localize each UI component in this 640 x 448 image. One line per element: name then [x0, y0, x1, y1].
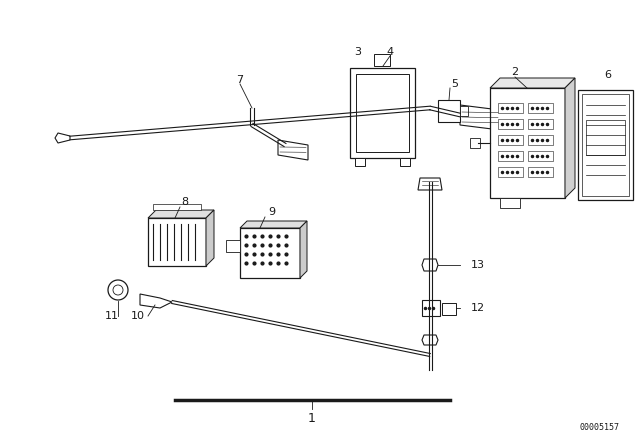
- Polygon shape: [418, 178, 442, 190]
- Bar: [528, 119, 553, 129]
- Text: 00005157: 00005157: [580, 423, 620, 432]
- Bar: [226, 240, 240, 252]
- Bar: [400, 158, 410, 166]
- Polygon shape: [300, 221, 307, 278]
- Bar: [586, 120, 625, 155]
- Bar: [153, 204, 201, 210]
- Bar: [500, 198, 520, 208]
- Bar: [498, 135, 523, 145]
- Text: 1: 1: [308, 412, 316, 425]
- Bar: [355, 158, 365, 166]
- Text: 12: 12: [471, 303, 485, 313]
- Bar: [578, 90, 633, 200]
- Bar: [498, 151, 523, 161]
- Text: 5: 5: [451, 79, 458, 89]
- Text: 4: 4: [387, 47, 394, 57]
- Bar: [498, 119, 523, 129]
- Polygon shape: [206, 210, 214, 266]
- Circle shape: [108, 280, 128, 300]
- Text: 10: 10: [131, 311, 145, 321]
- Bar: [528, 135, 553, 145]
- Bar: [528, 103, 553, 113]
- Bar: [240, 228, 300, 278]
- Polygon shape: [422, 335, 438, 345]
- Text: 7: 7: [236, 75, 244, 85]
- Polygon shape: [490, 78, 575, 88]
- Bar: [490, 88, 565, 198]
- Text: 9: 9: [268, 207, 276, 217]
- Bar: [374, 54, 390, 66]
- Polygon shape: [278, 140, 308, 160]
- Text: 11: 11: [105, 311, 119, 321]
- Text: 8: 8: [181, 197, 189, 207]
- Polygon shape: [55, 133, 70, 143]
- Circle shape: [113, 285, 123, 295]
- Bar: [582, 94, 629, 196]
- Bar: [528, 167, 553, 177]
- Polygon shape: [148, 210, 214, 218]
- Bar: [438, 100, 460, 122]
- Bar: [498, 167, 523, 177]
- Polygon shape: [422, 259, 438, 271]
- Bar: [442, 303, 456, 315]
- Bar: [422, 300, 440, 316]
- Bar: [148, 218, 206, 266]
- Polygon shape: [140, 294, 172, 308]
- Bar: [498, 103, 523, 113]
- Bar: [350, 68, 415, 158]
- Text: 13: 13: [471, 260, 485, 270]
- Bar: [528, 151, 553, 161]
- Text: 6: 6: [605, 70, 611, 80]
- Polygon shape: [460, 105, 500, 130]
- Bar: [356, 74, 409, 152]
- Text: 3: 3: [355, 47, 362, 57]
- Polygon shape: [240, 221, 307, 228]
- Polygon shape: [565, 78, 575, 198]
- Text: 2: 2: [511, 67, 518, 77]
- Bar: [460, 106, 468, 116]
- Bar: [470, 138, 480, 148]
